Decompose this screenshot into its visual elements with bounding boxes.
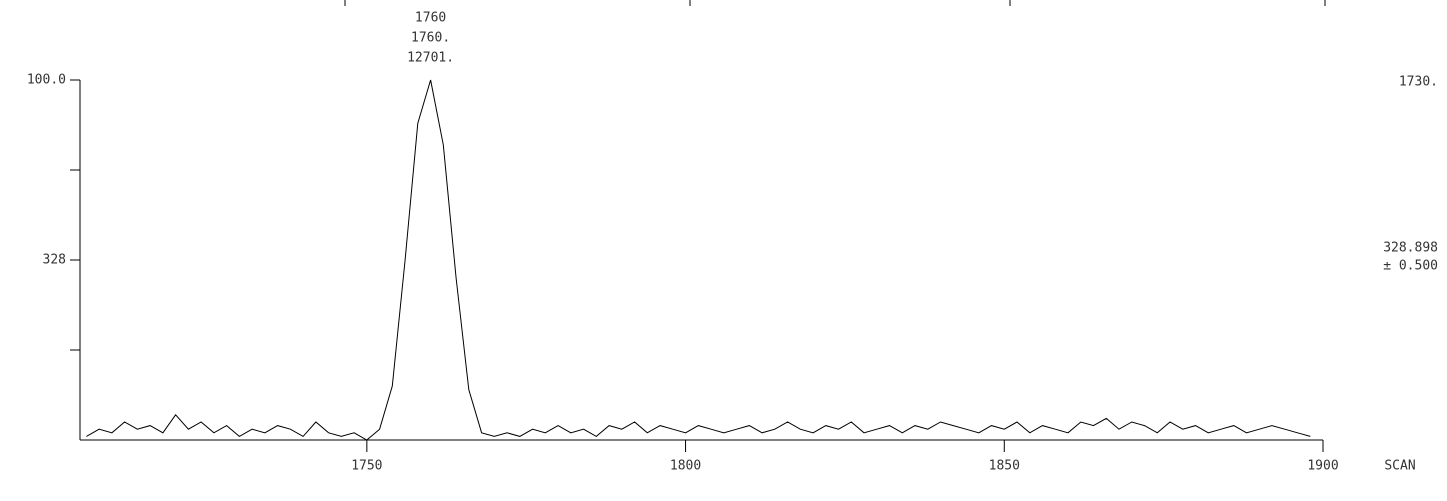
peak-label: 12701. <box>407 51 454 66</box>
y-tick-label: 100.0 <box>27 73 66 88</box>
y-tick-label: 328 <box>43 253 66 268</box>
x-tick-label: 1900 <box>1307 459 1338 474</box>
side-label: ± 0.500 <box>1383 259 1438 274</box>
x-tick-label: 1800 <box>670 459 701 474</box>
x-tick-label: 1850 <box>989 459 1020 474</box>
side-label: 1730. <box>1399 75 1438 90</box>
trace <box>86 79 1311 441</box>
peak-label: 1760. <box>411 31 450 46</box>
x-axis-label: SCAN <box>1384 459 1415 474</box>
peak-label: 1760 <box>415 11 446 26</box>
x-tick-label: 1750 <box>351 459 382 474</box>
side-label: 328.898 <box>1383 241 1438 256</box>
